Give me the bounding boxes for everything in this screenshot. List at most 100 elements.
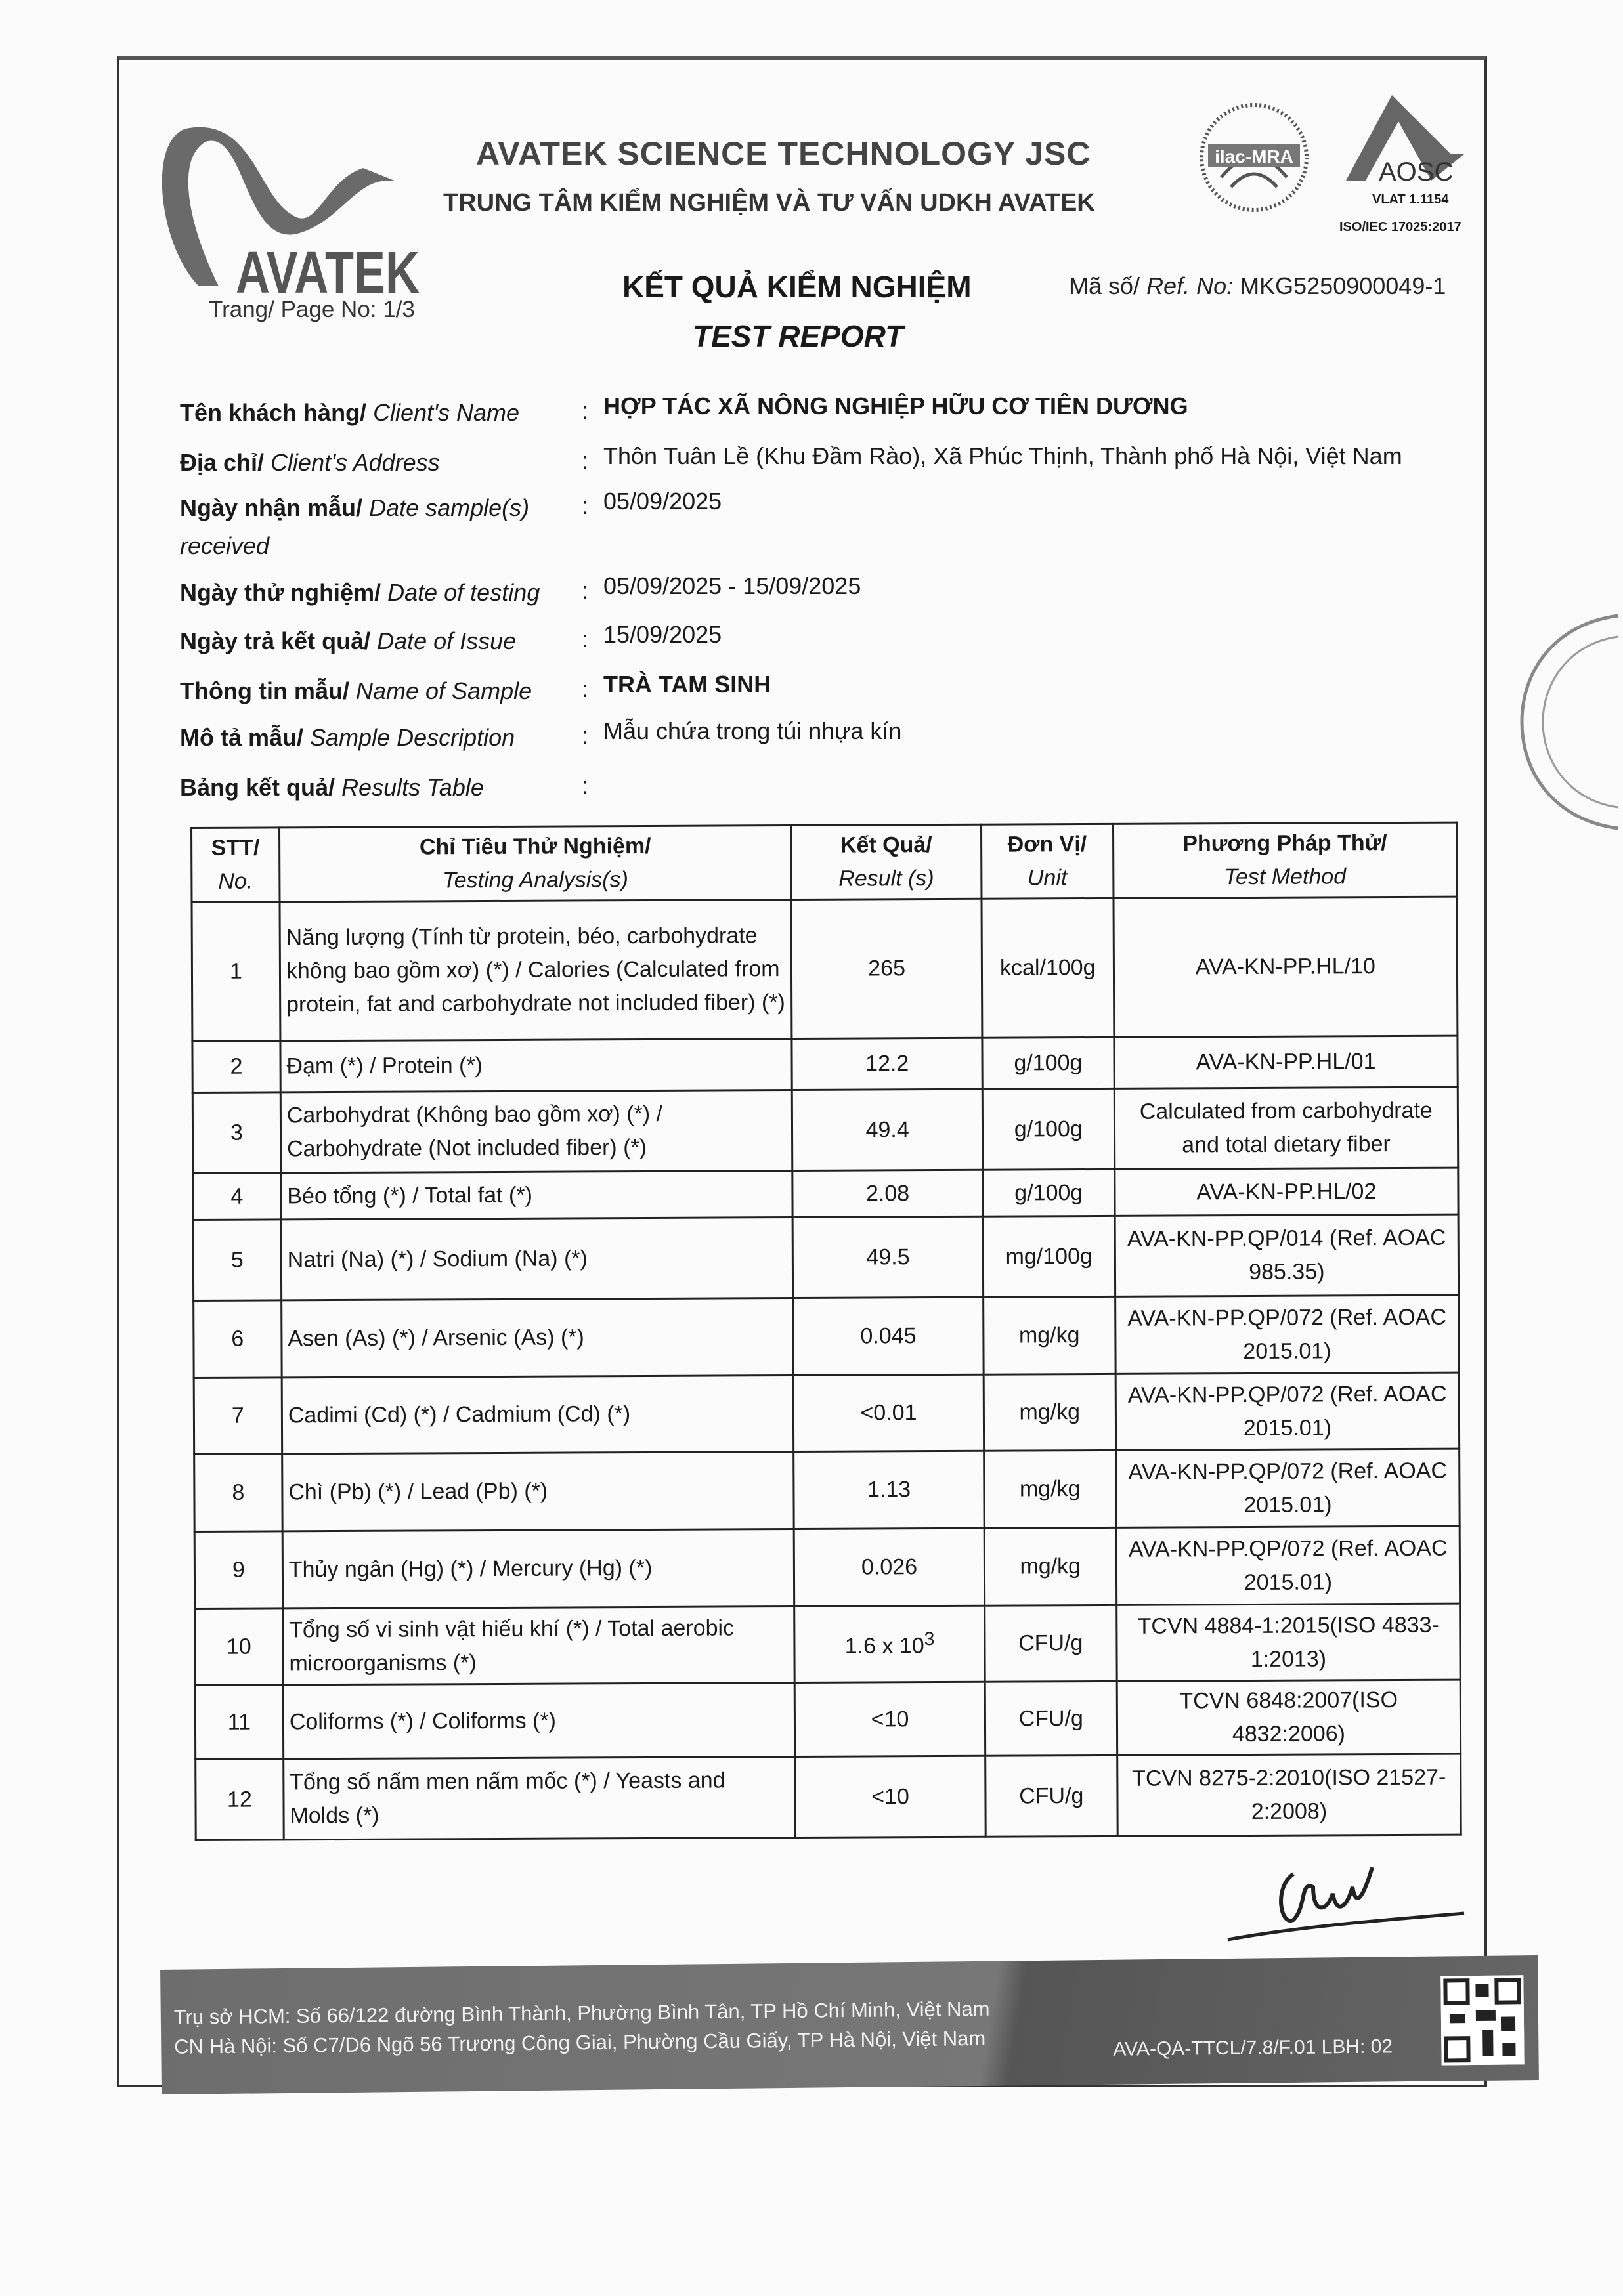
- table-row: 4 Béo tổng (*) / Total fat (*) 2.08 g/10…: [192, 1168, 1459, 1220]
- stamp-icon: [1520, 614, 1619, 830]
- info-colon: :: [582, 577, 589, 604]
- cell-no: 4: [192, 1172, 281, 1220]
- qr-code-icon: [1443, 1978, 1521, 2063]
- table-row: 5 Natri (Na) (*) / Sodium (Na) (*) 49.5 …: [193, 1214, 1459, 1301]
- table-row: 12 Tổng số nấm men nấm mốc (*) / Yeasts …: [195, 1754, 1461, 1840]
- info-label: Bảng kết quả/ Results Table: [180, 774, 484, 801]
- info-value: 05/09/2025 - 15/09/2025: [603, 572, 861, 599]
- footer-band: Trụ sở HCM: Số 66/122 đường Bình Thành, …: [160, 1955, 1539, 2094]
- info-colon: :: [582, 492, 589, 519]
- report-title-vi: KẾT QUẢ KIỂM NGHIỆM: [622, 270, 972, 304]
- cell-no: 8: [194, 1453, 283, 1532]
- cell-analysis: Chì (Pb) (*) / Lead (Pb) (*): [282, 1451, 794, 1531]
- page-number: Trang/ Page No: 1/3: [209, 297, 415, 322]
- cell-result: 49.5: [792, 1216, 984, 1298]
- ref-label-en: Ref. No:: [1146, 272, 1234, 299]
- info-colon: :: [582, 722, 589, 749]
- cell-unit: mg/kg: [983, 1296, 1115, 1375]
- info-colon: :: [582, 447, 589, 474]
- ilac-mra-logo: ilac-MRA: [1195, 98, 1313, 217]
- cell-analysis: Cadimi (Cd) (*) / Cadmium (Cd) (*): [282, 1375, 794, 1454]
- cell-method: AVA-KN-PP.QP/014 (Ref. AOAC 985.35): [1114, 1214, 1459, 1297]
- avatek-logo-icon: AVATEK: [162, 127, 420, 306]
- cell-analysis: Thủy ngân (Hg) (*) / Mercury (Hg) (*): [282, 1529, 795, 1609]
- cell-unit: CFU/g: [984, 1605, 1117, 1682]
- aosc-icon: AOSC: [1346, 95, 1464, 186]
- vlat-label: VLAT 1.1154: [1372, 192, 1449, 207]
- info-label: Ngày thử nghiệm/ Date of testing: [180, 579, 540, 606]
- cell-analysis: Tổng số nấm men nấm mốc (*) / Yeasts and…: [283, 1756, 796, 1840]
- table-row: 9 Thủy ngân (Hg) (*) / Mercury (Hg) (*) …: [194, 1526, 1460, 1609]
- cell-unit: CFU/g: [985, 1681, 1117, 1756]
- cell-no: 6: [193, 1300, 282, 1378]
- cell-no: 3: [192, 1092, 281, 1174]
- cell-unit: mg/100g: [982, 1216, 1115, 1298]
- info-colon: :: [582, 626, 589, 652]
- header-no: STT/No.: [191, 827, 280, 903]
- info-colon: :: [582, 397, 589, 424]
- report-title-en: TEST REPORT: [693, 319, 904, 353]
- cell-result: 2.08: [792, 1170, 983, 1218]
- cell-method: TCVN 8275-2:2010(ISO 21527-2:2008): [1117, 1754, 1461, 1837]
- svg-text:AVATEK: AVATEK: [236, 240, 420, 299]
- svg-text:ilac-MRA: ilac-MRA: [1215, 146, 1293, 167]
- ref-label-vi: Mã số/: [1069, 272, 1140, 299]
- signature: [1221, 1848, 1471, 1953]
- cell-unit: g/100g: [982, 1088, 1115, 1170]
- aosc-logo: AOSC VLAT 1.1154 ISO/IEC 17025:2017: [1333, 95, 1471, 246]
- cell-analysis: Carbohydrat (Không bao gồm xơ) (*) / Car…: [280, 1090, 793, 1173]
- cell-no: 10: [194, 1608, 284, 1686]
- company-subtitle: TRUNG TÂM KIỂM NGHIỆM VÀ TƯ VẤN UDKH AVA…: [443, 189, 1095, 217]
- cell-unit: mg/kg: [984, 1374, 1116, 1451]
- table-row: 10 Tổng số vi sinh vật hiếu khí (*) / To…: [194, 1604, 1461, 1686]
- cell-method: TCVN 4884-1:2015(ISO 4833-1:2013): [1116, 1604, 1461, 1682]
- cell-no: 12: [195, 1758, 284, 1840]
- cell-analysis: Coliforms (*) / Coliforms (*): [283, 1682, 796, 1759]
- form-code: AVA-QA-TTCL/7.8/F.01 LBH: 02: [1113, 2035, 1393, 2060]
- ilac-mra-icon: ilac-MRA: [1200, 103, 1309, 212]
- table-row: 1 Năng lượng (Tính từ protein, béo, carb…: [191, 897, 1458, 1042]
- cell-method: AVA-KN-PP.QP/072 (Ref. AOAC 2015.01): [1115, 1526, 1460, 1605]
- cell-unit: mg/kg: [984, 1450, 1116, 1529]
- cell-no: 9: [194, 1531, 283, 1609]
- company-name: AVATEK SCIENCE TECHNOLOGY JSC: [476, 135, 1091, 172]
- info-value: Mẫu chứa trong túi nhựa kín: [603, 717, 902, 744]
- cell-method: AVA-KN-PP.QP/072 (Ref. AOAC 2015.01): [1115, 1295, 1460, 1374]
- cell-result: <10: [795, 1756, 986, 1838]
- info-label: Địa chỉ/ Client's Address: [180, 449, 440, 476]
- info-value: 05/09/2025: [603, 488, 722, 515]
- cell-no: 2: [192, 1040, 281, 1093]
- cell-analysis: Năng lượng (Tính từ protein, béo, carboh…: [279, 899, 792, 1041]
- stamp: [1517, 610, 1622, 834]
- cell-analysis: Asen (As) (*) / Arsenic (As) (*): [281, 1298, 794, 1378]
- info-value: 15/09/2025: [603, 621, 722, 648]
- cell-method: AVA-KN-PP.HL/10: [1113, 897, 1458, 1038]
- signature-icon: [1227, 1867, 1465, 1942]
- table-row: 11 Coliforms (*) / Coliforms (*) <10 CFU…: [195, 1680, 1461, 1760]
- info-value: TRÀ TAM SINH: [603, 671, 771, 698]
- cell-result: <10: [794, 1682, 985, 1757]
- results-table: STT/No. Chỉ Tiêu Thử Nghiệm/Testing Anal…: [190, 822, 1462, 1841]
- footer-hcm-address: Trụ sở HCM: Số 66/122 đường Bình Thành, …: [173, 1997, 990, 2029]
- iso-label: ISO/IEC 17025:2017: [1339, 220, 1461, 234]
- table-row: 8 Chì (Pb) (*) / Lead (Pb) (*) 1.13 mg/k…: [194, 1449, 1460, 1532]
- svg-text:AOSC: AOSC: [1379, 158, 1453, 186]
- cell-result: 0.026: [794, 1528, 985, 1607]
- ref-number: Mã số/ Ref. No: MKG5250900049-1: [1069, 272, 1446, 300]
- cell-analysis: Béo tổng (*) / Total fat (*): [280, 1170, 793, 1220]
- cell-method: TCVN 6848:2007(ISO 4832:2006): [1116, 1680, 1461, 1756]
- info-label: Ngày nhận mẫu/ Date sample(s) received: [180, 494, 530, 559]
- header-result: Kết Quả/Result (s): [790, 824, 982, 900]
- info-label: Thông tin mẫu/ Name of Sample: [180, 677, 532, 704]
- cell-result: 0.045: [793, 1297, 984, 1376]
- cell-method: AVA-KN-PP.QP/072 (Ref. AOAC 2015.01): [1115, 1449, 1460, 1528]
- table-row: 7 Cadimi (Cd) (*) / Cadmium (Cd) (*) <0.…: [194, 1372, 1460, 1455]
- table-row: 6 Asen (As) (*) / Arsenic (As) (*) 0.045…: [193, 1295, 1460, 1378]
- header-unit: Đơn Vị/Unit: [981, 824, 1114, 899]
- table-row: 3 Carbohydrat (Không bao gồm xơ) (*) / C…: [192, 1087, 1458, 1174]
- header-analysis: Chỉ Tiêu Thử Nghiệm/Testing Analysis(s): [279, 825, 792, 902]
- cell-result: <0.01: [793, 1374, 984, 1452]
- cell-result: 1.6 x 103: [794, 1605, 985, 1683]
- qr-code[interactable]: [1440, 1975, 1525, 2066]
- table-header-row: STT/No. Chỉ Tiêu Thử Nghiệm/Testing Anal…: [191, 822, 1457, 903]
